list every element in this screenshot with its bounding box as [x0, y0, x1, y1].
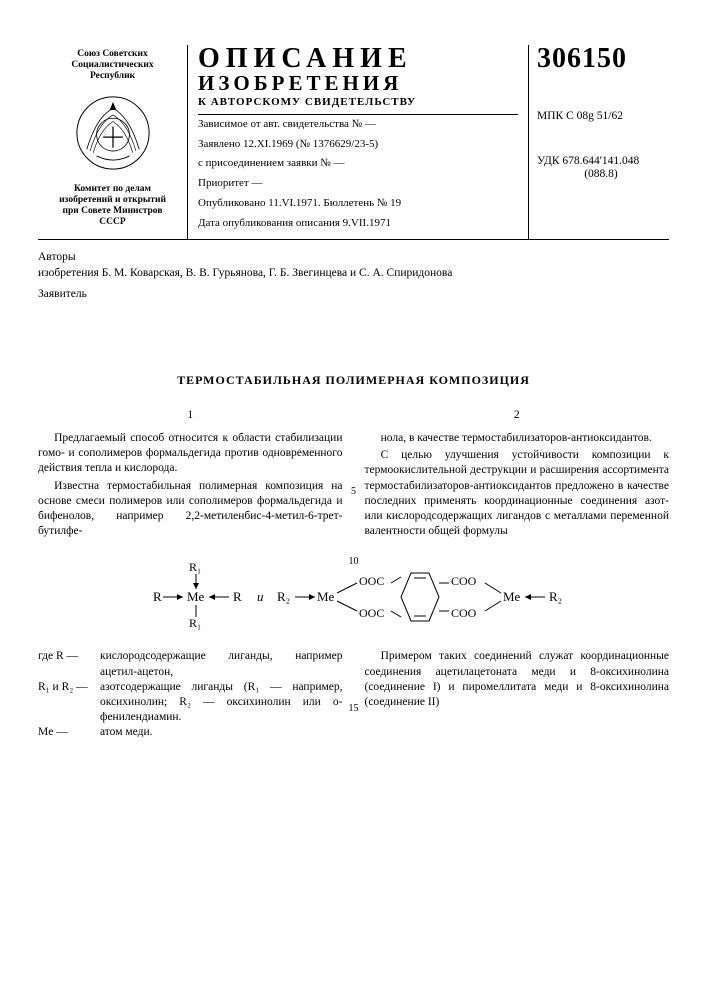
page: Союз Советских Социалистических Республи…: [0, 0, 707, 1000]
column-number: 1: [38, 408, 343, 423]
publication-number: 306150: [537, 45, 665, 73]
svg-text:OOC: OOC: [359, 606, 384, 620]
svg-text:OOC: OOC: [359, 574, 384, 588]
paragraph: Примером таких соединений служат координ…: [365, 649, 670, 710]
authors-label-2: изобретения: [38, 267, 99, 279]
svg-text:COO: COO: [451, 574, 477, 588]
union-line: Союз Советских: [71, 49, 153, 60]
priority-row: Приоритет —: [198, 174, 518, 194]
definition-row: где R — кислородсодержащие лиганды, напр…: [38, 649, 343, 679]
header-left: Союз Советских Социалистических Республи…: [38, 45, 188, 239]
filed-row: Заявлено 12.XI.1969 (№ 1376629/23-5): [198, 135, 518, 155]
definition-row: R₁ и R₂ — азотсодержащие лиганды (R₁ — н…: [38, 680, 343, 726]
udc-code: УДК 678.644'141.048 (088.8): [537, 155, 665, 180]
committee-line: СССР: [59, 217, 166, 228]
def-text: кислородсодержащие лиганды, например аце…: [100, 649, 343, 679]
applicant-line: Заявитель: [38, 287, 669, 303]
committee-line: при Совете Министров: [59, 206, 166, 217]
def-label: R₁ и R₂ —: [38, 680, 100, 726]
column-number: 2: [365, 408, 670, 423]
def-text: атом меди.: [100, 725, 343, 740]
definitions-left: где R — кислородсодержащие лиганды, напр…: [38, 649, 343, 740]
date-pub-row: Дата опубликования описания 9.VII.1971: [198, 214, 518, 234]
committee-line: Комитет по делам: [59, 184, 166, 195]
column-2: 2 нола, в качестве термостабилизаторов-а…: [365, 408, 670, 541]
committee-line: изобретений и открытий: [59, 195, 166, 206]
def-label: где R —: [38, 649, 100, 679]
doc-title-1: ОПИСАНИЕ: [198, 45, 518, 73]
header: Союз Советских Социалистических Республи…: [38, 45, 669, 240]
doc-subtitle: К АВТОРСКОМУ СВИДЕТЕЛЬСТВУ: [198, 96, 518, 115]
authors-line: Авторы: [38, 250, 669, 266]
svg-text:R: R: [233, 589, 242, 604]
body-wrapper: 1 Предлагаемый способ относится к област…: [38, 408, 669, 541]
union-line: Республик: [71, 71, 153, 82]
state-emblem-icon: [72, 92, 154, 174]
union-block: Союз Советских Социалистических Республи…: [71, 49, 153, 82]
line-number: 5: [351, 486, 356, 499]
attach-row: с присоединением заявки № —: [198, 154, 518, 174]
definition-row: Me — атом меди.: [38, 725, 343, 740]
committee-block: Комитет по делам изобретений и открытий …: [59, 184, 166, 228]
svg-text:R₁: R₁: [189, 560, 201, 574]
def-label: Me —: [38, 725, 100, 740]
svg-text:Me: Me: [317, 589, 335, 604]
svg-text:COO: COO: [451, 606, 477, 620]
dependent-row: Зависимое от авт. свидетельства № —: [198, 115, 518, 135]
svg-text:Me: Me: [503, 589, 521, 604]
line-number: 10: [349, 556, 359, 569]
authors-names: Б. М. Коварская, В. В. Гурьянова, Г. Б. …: [102, 267, 453, 279]
udc-line2: (088.8): [537, 168, 665, 181]
chemical-formula: R Me R R₁ R₁ и R₂ Me OOC OOC: [38, 559, 669, 635]
definitions-columns: где R — кислородсодержащие лиганды, напр…: [38, 649, 669, 740]
svg-text:R₂: R₂: [277, 589, 290, 604]
body-columns: 1 Предлагаемый способ относится к област…: [38, 408, 669, 541]
header-right: 306150 МПК C 08g 51/62 УДК 678.644'141.0…: [529, 45, 669, 239]
paragraph: Известна термостабильная полимерная комп…: [38, 479, 343, 540]
svg-text:R₁: R₁: [189, 616, 201, 630]
ipc-code: МПК C 08g 51/62: [537, 109, 665, 123]
article-title: ТЕРМОСТАБИЛЬНАЯ ПОЛИМЕРНАЯ КОМПОЗИЦИЯ: [38, 373, 669, 388]
header-middle: ОПИСАНИЕ ИЗОБРЕТЕНИЯ К АВТОРСКОМУ СВИДЕТ…: [188, 45, 529, 239]
published-row: Опубликовано 11.VI.1971. Бюллетень № 19: [198, 194, 518, 214]
authors-line: изобретения Б. М. Коварская, В. В. Гурья…: [38, 266, 669, 282]
paragraph: нола, в качестве термостабилизаторов-ант…: [365, 431, 670, 446]
svg-text:Me: Me: [187, 589, 205, 604]
union-line: Социалистических: [71, 60, 153, 71]
definitions-wrapper: где R — кислородсодержащие лиганды, напр…: [38, 649, 669, 740]
doc-title-2: ИЗОБРЕТЕНИЯ: [198, 72, 518, 94]
paragraph: Предлагаемый способ относится к области …: [38, 431, 343, 477]
def-text: азотсодержащие лиганды (R₁ — например, о…: [100, 680, 343, 726]
definitions-right: Примером таких соединений служат координ…: [365, 649, 670, 740]
udc-line1: УДК 678.644'141.048: [537, 155, 665, 168]
column-1: 1 Предлагаемый способ относится к област…: [38, 408, 343, 541]
svg-text:и: и: [257, 589, 264, 604]
paragraph: С целью улучшения устойчивости композици…: [365, 448, 670, 539]
authors-block: Авторы изобретения Б. М. Коварская, В. В…: [38, 250, 669, 303]
svg-text:R₂: R₂: [549, 589, 562, 604]
svg-text:R: R: [153, 589, 162, 604]
authors-label-1: Авторы: [38, 251, 76, 263]
formula-svg-icon: R Me R R₁ R₁ и R₂ Me OOC OOC: [139, 559, 569, 631]
line-number: 15: [349, 703, 359, 716]
applicant-label: Заявитель: [38, 288, 87, 300]
